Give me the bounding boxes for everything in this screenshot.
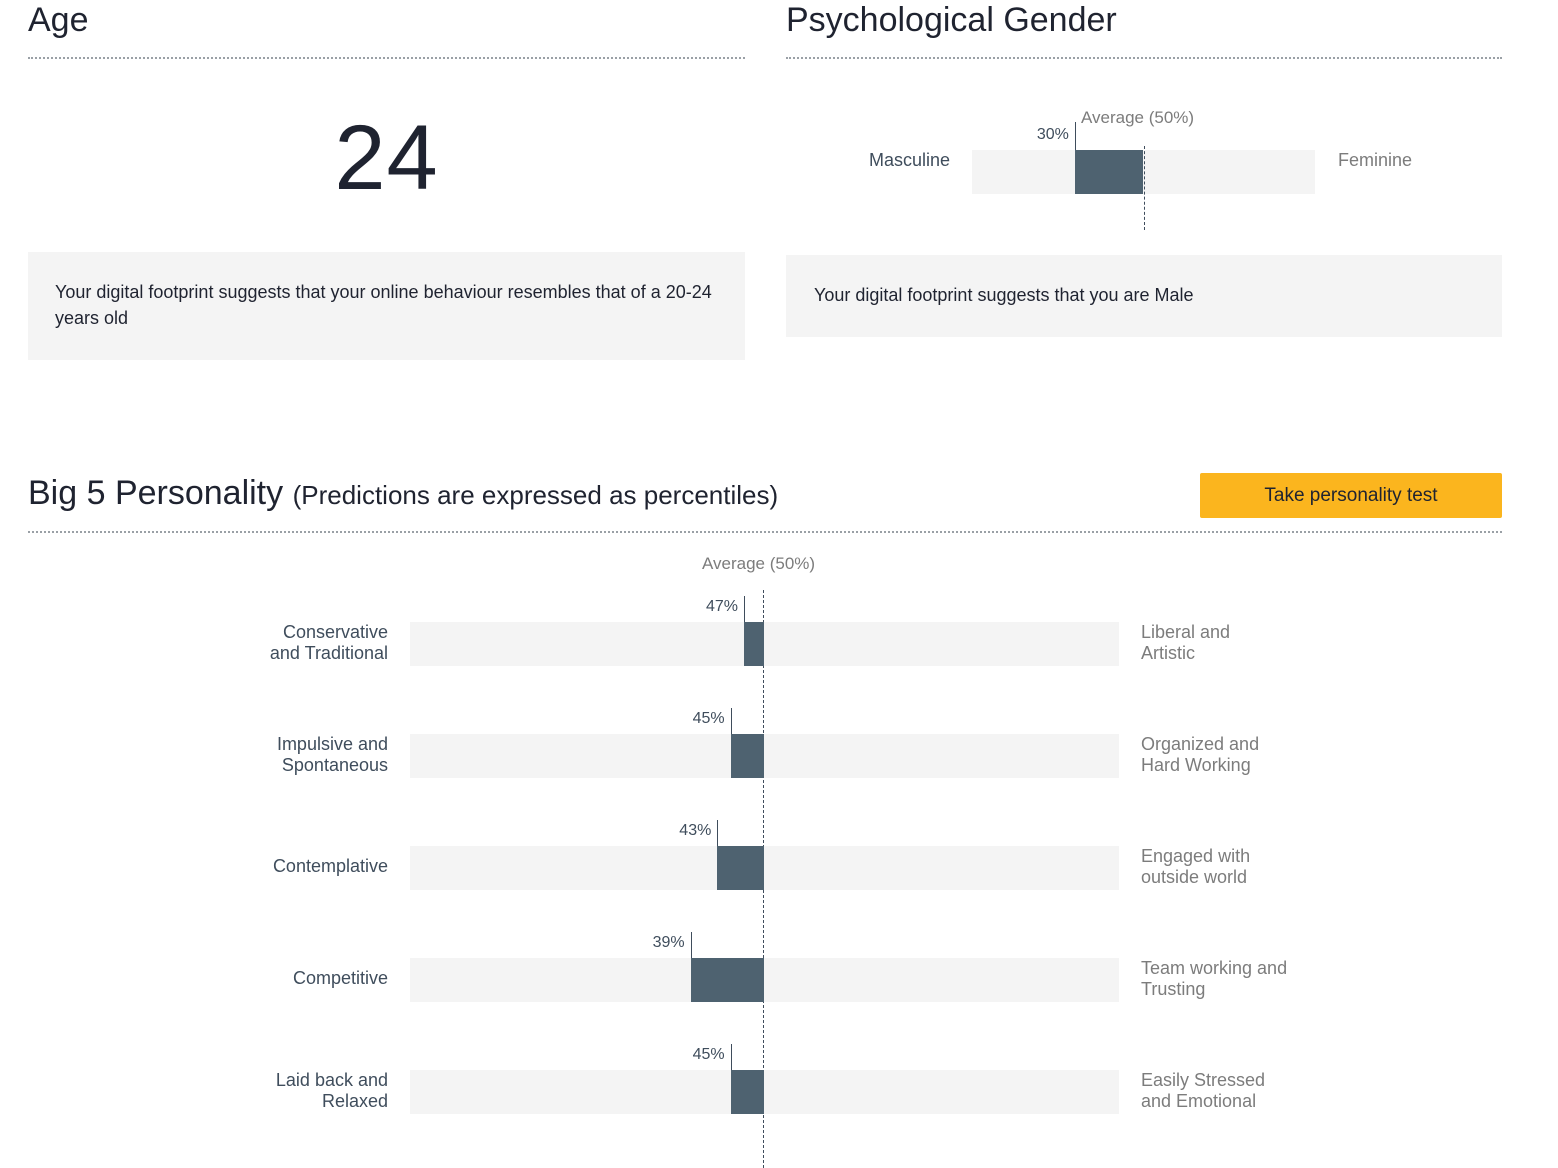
trait-right-label: Easily Stressed and Emotional xyxy=(1141,1070,1266,1111)
trait-bar-track xyxy=(410,622,1119,666)
trait-percent-tick xyxy=(730,1044,732,1070)
trait-left-label: Contemplative xyxy=(272,856,388,876)
trait-row: Impulsive and Spontaneous 45% Organized an… xyxy=(0,704,1558,784)
personality-average-label: Average (50%) xyxy=(702,554,816,573)
personality-divider xyxy=(28,531,1502,533)
gender-divider xyxy=(786,57,1502,59)
trait-percent-label: 45% xyxy=(692,710,725,727)
trait-bar-fill xyxy=(717,846,764,890)
gender-left-label: Masculine xyxy=(868,150,950,170)
trait-bar-fill xyxy=(744,622,764,666)
trait-left-label: Laid back and Relaxed xyxy=(275,1070,388,1111)
trait-row: Contemplative 43% Engaged with outside wor… xyxy=(0,816,1558,896)
gender-title: Psychological Gender xyxy=(786,1,1117,39)
trait-bar-track xyxy=(410,734,1119,778)
personality-title: Big 5 Personality (Predictions are expre… xyxy=(28,473,778,515)
trait-bar-track xyxy=(410,846,1119,890)
gender-message-box: Your digital footprint suggests that you… xyxy=(786,255,1502,337)
trait-percent-label: 47% xyxy=(705,598,738,615)
gender-percent-label: 30% xyxy=(1036,126,1069,143)
trait-percent-label: 39% xyxy=(652,934,685,951)
trait-percent-tick xyxy=(730,708,732,734)
trait-left-label: Conservative and Traditional xyxy=(269,622,388,663)
trait-right-label: Engaged with outside world xyxy=(1141,846,1251,887)
trait-row: Laid back and Relaxed 45% Easily Stressed … xyxy=(0,1040,1558,1120)
age-divider xyxy=(28,57,745,59)
trait-row: Conservative and Traditional 47% Liberal a… xyxy=(0,592,1558,672)
trait-right-label: Liberal and Artistic xyxy=(1141,622,1231,663)
age-title: Age xyxy=(28,1,89,39)
gender-average-label: Average (50%) xyxy=(1081,108,1195,127)
trait-percent-label: 45% xyxy=(692,1046,725,1063)
gender-message: Your digital footprint suggests that you… xyxy=(814,285,1194,305)
trait-bar-fill xyxy=(690,958,764,1002)
trait-percent-tick xyxy=(717,820,719,846)
trait-left-label: Impulsive and Spontaneous xyxy=(276,734,388,775)
personality-subtitle: (Predictions are expressed as percentile… xyxy=(292,480,779,510)
take-personality-test-button[interactable]: Take personality test xyxy=(1200,473,1502,518)
trait-row: Competitive 39% Team working and Trusting xyxy=(0,928,1558,1008)
age-value: 24 xyxy=(334,107,439,209)
gender-right-label: Feminine xyxy=(1338,150,1413,170)
age-message: Your digital footprint suggests that you… xyxy=(55,282,712,328)
trait-bar-track xyxy=(410,1070,1119,1114)
gender-bar-fill xyxy=(1074,150,1144,194)
gender-chart: Average (50%) Masculine Feminine 30% xyxy=(786,100,1502,235)
trait-right-label: Organized and Hard Working xyxy=(1141,734,1260,775)
gender-percent-tick xyxy=(1074,122,1076,150)
personality-title-main: Big 5 Personality xyxy=(28,474,284,512)
trait-right-label: Team working and Trusting xyxy=(1141,958,1288,999)
trait-bar-fill xyxy=(730,1070,764,1114)
trait-percent-tick xyxy=(690,932,692,958)
gender-average-line xyxy=(1143,146,1145,230)
trait-percent-tick xyxy=(744,596,745,622)
trait-bar-track xyxy=(410,958,1119,1002)
trait-percent-label: 43% xyxy=(679,822,712,839)
trait-bar-fill xyxy=(730,734,764,778)
trait-left-label: Competitive xyxy=(292,968,388,988)
age-message-box: Your digital footprint suggests that you… xyxy=(28,252,745,360)
